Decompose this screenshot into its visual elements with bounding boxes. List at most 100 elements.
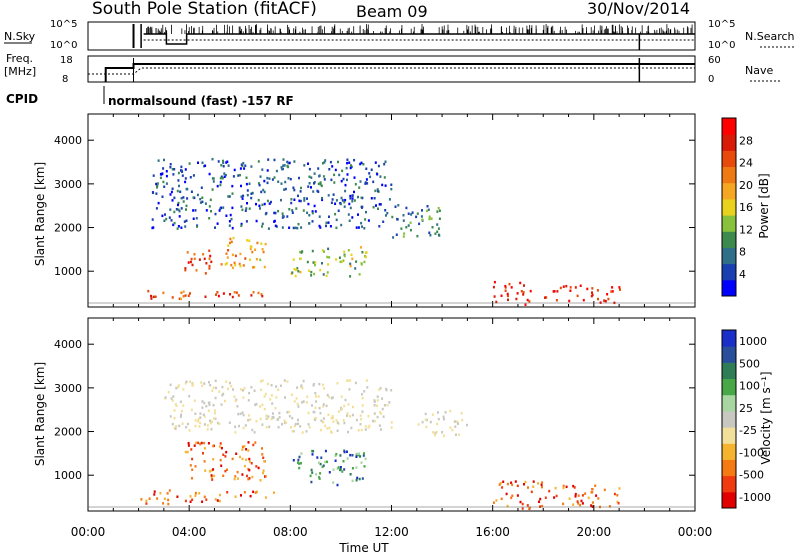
echo-cell [597,497,600,500]
echo-cell [189,260,192,264]
echo-cell [222,206,225,209]
echo-cell [261,225,263,228]
echo-cell [437,233,440,237]
echo-cell [505,492,508,496]
echo-cell [177,384,180,387]
echo-cell [349,415,351,418]
echo-cell [390,183,393,186]
echo-cell [574,495,577,498]
echo-cell [311,471,314,474]
echo-cell [555,299,558,302]
echo-cell [610,290,613,293]
echo-cell [297,194,299,198]
echo-cell [182,295,185,298]
echo-cell [376,395,379,398]
echo-cell [347,430,349,434]
echo-cell [293,198,296,201]
echo-cell [171,296,174,299]
echo-cell [319,226,322,229]
echo-cell [291,209,294,212]
echo-cell [189,176,192,179]
echo-cell [322,273,325,276]
echo-cell [259,405,262,408]
echo-cell [312,410,315,414]
echo-cell [220,464,223,467]
velocity-colorbar-swatch [722,491,736,509]
echo-cell [270,394,273,397]
echo-cell [251,428,254,432]
echo-cell [529,289,532,293]
echo-cell [265,426,268,429]
echo-cell [402,214,405,217]
echo-cell [381,183,384,187]
echo-cell [210,469,213,472]
echo-cell [438,209,441,212]
echo-cell [364,457,367,461]
echo-cell [522,291,525,294]
echo-cell [319,412,322,415]
echo-cell [426,205,429,208]
echo-cell [169,166,172,169]
echo-cell [415,215,418,219]
velocity-colorbar-swatch [722,330,736,347]
echo-cell [253,265,256,269]
echo-cell [248,207,251,210]
echo-cell [281,423,283,426]
echo-cell [283,419,286,422]
echo-cell [354,183,357,186]
echo-cell [191,468,194,471]
echo-cell [306,211,309,215]
power-colorbar-swatch [722,215,736,232]
echo-cell [541,504,544,508]
echo-cell [186,450,189,454]
echo-cell [203,447,206,450]
echo-cell [171,422,174,426]
echo-cell [241,448,244,451]
echo-cell [182,404,185,407]
echo-cell [349,275,352,278]
echo-cell [520,290,523,293]
echo-cell [162,502,165,505]
velocity-panel: 1000 2000 3000 4000 Slant Range [km] [33,317,696,512]
echo-cell [252,291,255,294]
echo-cell [262,471,265,475]
echo-cell [385,387,388,391]
echo-cell [249,247,252,251]
echo-cell [288,161,291,165]
echo-cell [232,236,235,240]
echo-cell [318,477,321,480]
echo-cell [378,388,381,391]
echo-cell [363,260,366,264]
echo-cell [244,257,247,260]
echo-cell [231,184,234,188]
echo-cell [576,294,579,298]
echo-cell [248,477,251,480]
echo-cell [152,226,155,229]
echo-cell [311,404,313,407]
echo-cell [236,405,239,408]
echo-cell [349,206,352,210]
echo-cell [292,226,295,230]
echo-cell [226,468,228,471]
echo-cell [556,290,559,293]
echo-cell [364,218,367,221]
echo-cell [156,497,159,500]
echo-cell [507,294,509,298]
echo-cell [397,204,400,207]
echo-cell [180,291,183,294]
echo-cell [318,461,320,465]
echo-cell [242,194,245,198]
time-tick-label: 16:00 [475,525,510,539]
echo-cell [374,161,377,164]
echo-cell [297,418,299,422]
echo-cell [306,260,309,264]
echo-cell [345,166,348,170]
echo-cell [302,400,305,403]
velocity-axes: 1000 2000 3000 4000 [54,318,696,511]
echo-cell [263,407,266,411]
echo-cell [182,196,185,199]
echo-cell [215,293,217,296]
echo-cell [581,502,584,505]
echo-cell [189,292,191,295]
echo-cell [251,191,254,195]
